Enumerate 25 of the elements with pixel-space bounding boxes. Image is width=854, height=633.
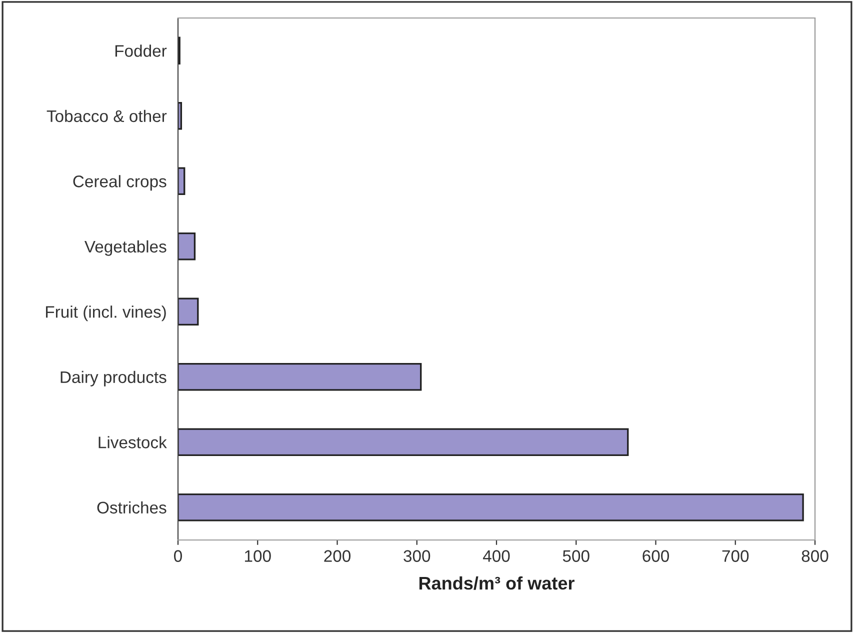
x-tick-label: 0 bbox=[174, 550, 182, 562]
y-tick-label: Tobacco & other bbox=[46, 110, 167, 122]
y-tick-label: Vegetables bbox=[84, 240, 166, 256]
x-tick-label: 700 bbox=[722, 550, 749, 562]
bar bbox=[178, 167, 186, 196]
x-tick-label: 400 bbox=[482, 550, 510, 562]
bar bbox=[178, 232, 196, 260]
y-tick-label: Ostriches bbox=[97, 501, 166, 514]
bar bbox=[178, 298, 199, 326]
bar bbox=[178, 493, 804, 522]
y-tick-label: Cereal crops bbox=[73, 175, 166, 191]
x-tick-label: 800 bbox=[802, 550, 828, 562]
y-tick-label: Fodder bbox=[115, 44, 167, 57]
y-tick-label: Livestock bbox=[98, 436, 167, 448]
x-tick-label: 300 bbox=[404, 550, 430, 562]
x-tick-label: 500 bbox=[562, 550, 590, 562]
y-tick-label: Dairy products bbox=[60, 370, 166, 386]
bar bbox=[178, 362, 422, 391]
x-tick-label: 100 bbox=[244, 550, 271, 562]
bar bbox=[178, 428, 629, 456]
x-tick-label: 600 bbox=[642, 550, 670, 562]
x-axis-title: Rands/m³ of water bbox=[419, 576, 574, 590]
bar bbox=[178, 102, 182, 130]
y-tick-label: Fruit (incl. vines) bbox=[46, 306, 166, 322]
x-tick-label: 200 bbox=[324, 550, 351, 562]
